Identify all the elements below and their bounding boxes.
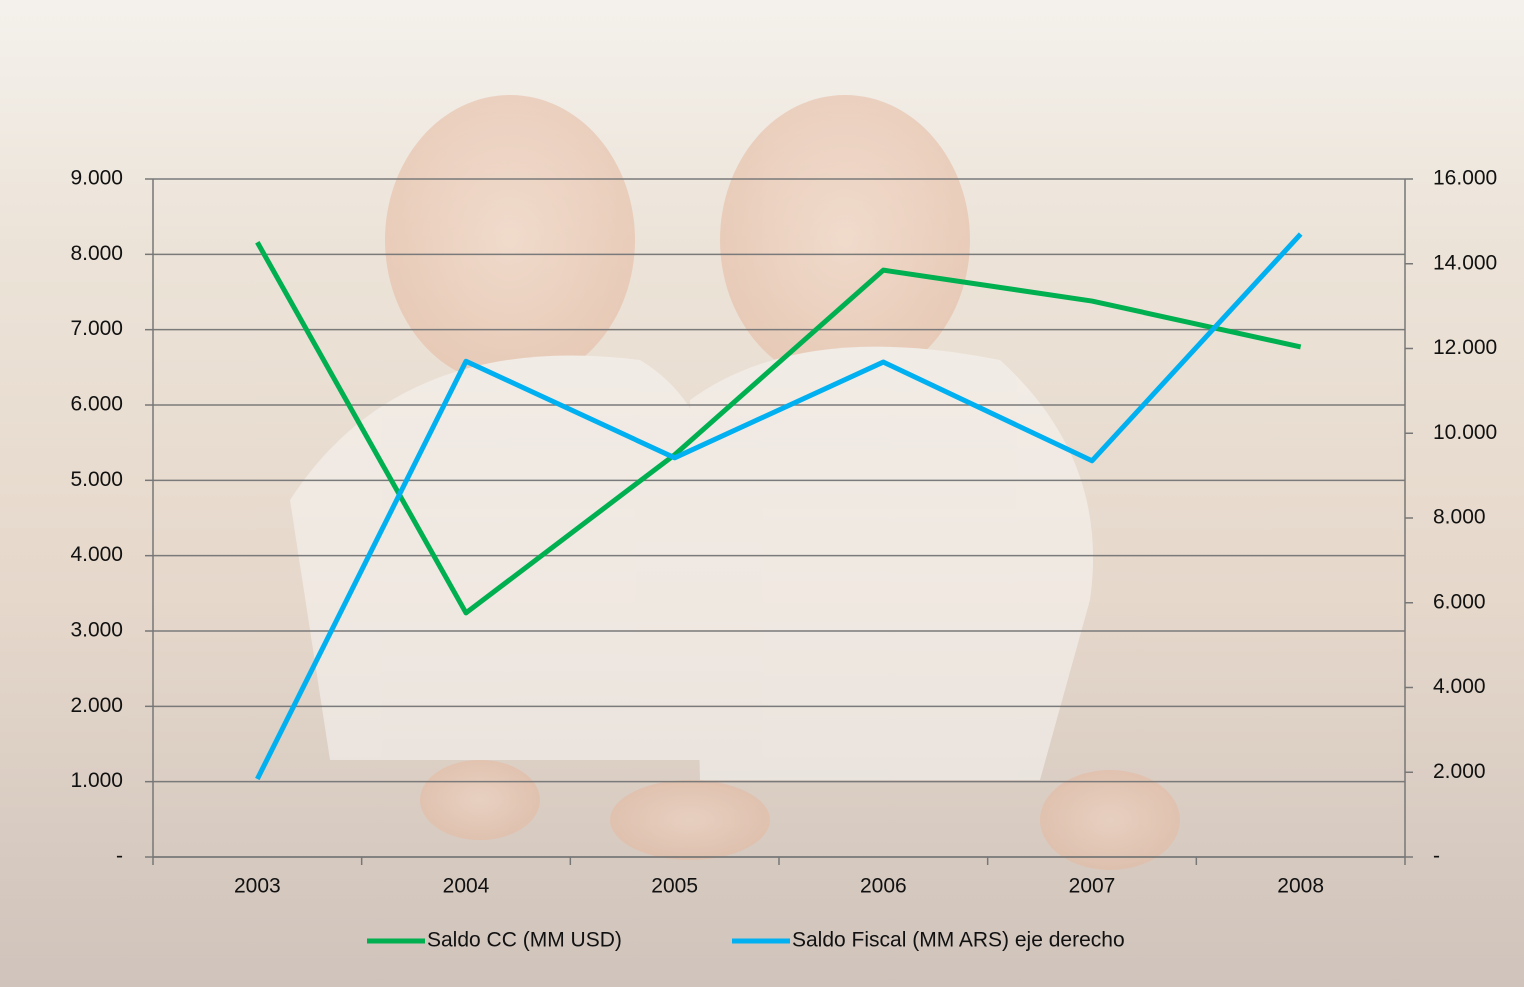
y-tick-label: -	[116, 845, 123, 868]
series-line	[255, 241, 1302, 616]
y-tick-label: 4.000	[70, 543, 123, 566]
y-tick-label: 7.000	[70, 317, 123, 340]
y-tick-label: 9.000	[70, 167, 123, 190]
x-tick-label: 2003	[234, 875, 281, 898]
y2-tick-label: 2.000	[1433, 760, 1486, 783]
photo-shapes	[290, 95, 1180, 870]
y2-tick-label: 14.000	[1433, 251, 1497, 274]
y-tick-label: 1.000	[70, 769, 123, 792]
y2-tick-label: 10.000	[1433, 421, 1497, 444]
y2-tick-label: 6.000	[1433, 590, 1486, 613]
y-tick-label: 2.000	[70, 694, 123, 717]
x-tick-label: 2006	[860, 875, 907, 898]
legend-label: Saldo Fiscal (MM ARS) eje derecho	[792, 929, 1125, 952]
x-tick-label: 2008	[1277, 875, 1324, 898]
series-line	[255, 232, 1303, 781]
y2-tick-label: 16.000	[1433, 167, 1497, 190]
y-tick-label: 6.000	[70, 393, 123, 416]
y2-tick-label: 8.000	[1433, 506, 1486, 529]
y-tick-label: 3.000	[70, 619, 123, 642]
y-tick-label: 8.000	[70, 242, 123, 265]
x-tick-label: 2007	[1069, 875, 1116, 898]
x-tick-label: 2004	[443, 875, 490, 898]
y2-tick-label: 4.000	[1433, 675, 1486, 698]
y-tick-label: 5.000	[70, 468, 123, 491]
y2-tick-label: 12.000	[1433, 336, 1497, 359]
legend-label: Saldo CC (MM USD)	[427, 929, 622, 952]
x-tick-label: 2005	[651, 875, 698, 898]
y2-tick-label: -	[1433, 845, 1440, 868]
